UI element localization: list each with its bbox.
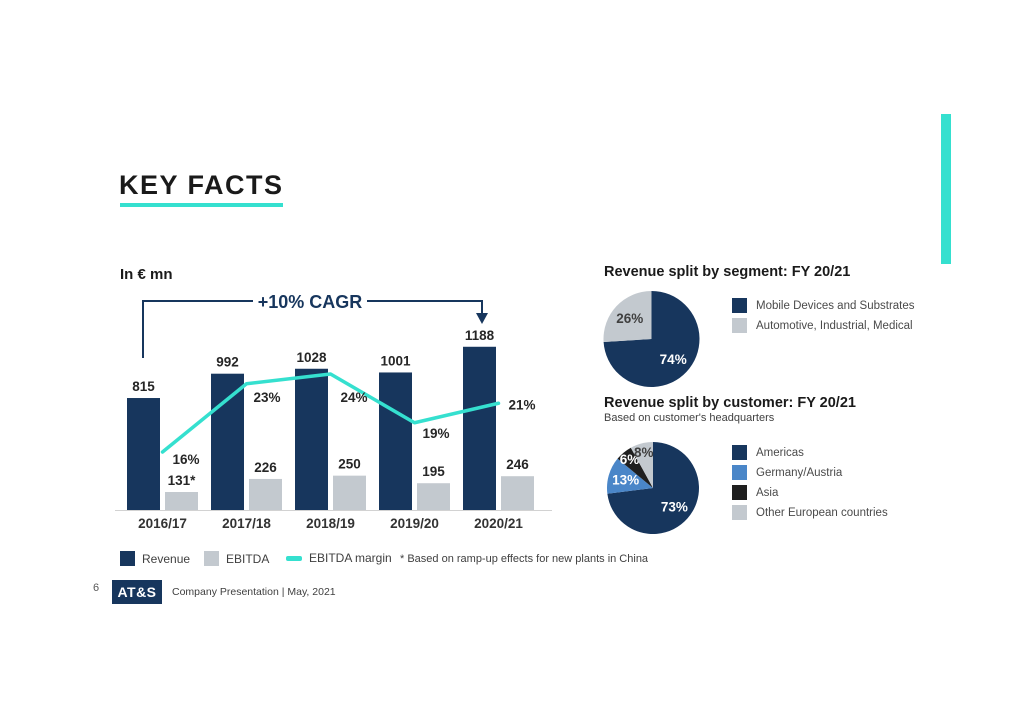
revenue-ebitda-chart: 815 131* 2016/17 992 226 2017/18 1028 250 2018/1…: [115, 290, 552, 531]
pie-slice-label: 73%: [661, 499, 688, 514]
revenue-value-label: 992: [216, 355, 239, 370]
pie2-legend-row: Other European countries: [732, 505, 888, 520]
category-label: 2019/20: [390, 516, 439, 531]
pie-slice-label: 74%: [660, 352, 687, 367]
pie2-legend-row: Americas: [732, 445, 888, 460]
pie2-legend-label: Germany/Austria: [756, 466, 843, 479]
margin-percent-label: 19%: [423, 426, 450, 441]
revenue-value-label: 815: [132, 379, 155, 394]
germany-austria-swatch-icon: [732, 465, 747, 480]
ats-logo: AT&S: [112, 580, 162, 604]
pie1-legend: Mobile Devices and Substrates Automotive…: [732, 298, 915, 338]
margin-percent-label: 21%: [509, 397, 536, 412]
cagr-arrowhead-icon: [476, 313, 488, 324]
title-underline: [120, 203, 283, 207]
pie2-legend-row: Asia: [732, 485, 888, 500]
revenue-bar: [379, 372, 412, 510]
legend-item-ebitda: EBITDA: [204, 551, 269, 566]
revenue-swatch-icon: [120, 551, 135, 566]
ebitda-value-label: 195: [422, 464, 445, 479]
pie-slice-label: 6%: [620, 452, 640, 467]
ebitda-value-label: 131*: [168, 473, 197, 488]
revenue-value-label: 1188: [465, 328, 495, 343]
pie2-title: Revenue split by customer: FY 20/21: [604, 395, 856, 411]
ebitda-margin-line-swatch-icon: [286, 555, 302, 561]
category-label: 2018/19: [306, 516, 355, 531]
revenue-split-segment-pie: 74% 26%: [603, 291, 700, 387]
ebitda-bar: [249, 478, 282, 510]
ebitda-value-label: 246: [506, 457, 529, 472]
mobile-devices-swatch-icon: [732, 298, 747, 313]
cagr-annotation: +10% CAGR: [258, 292, 363, 312]
revenue-split-customer-pie: 73% 13% 6%8%: [606, 442, 699, 534]
ebitda-value-label: 226: [254, 460, 277, 475]
pie-slice-label: 26%: [616, 311, 643, 326]
revenue-bar: [463, 346, 496, 510]
ebitda-swatch-icon: [204, 551, 219, 566]
ebitda-margin-line: [160, 372, 501, 454]
footer-text: Company Presentation | May, 2021: [172, 586, 336, 598]
margin-percent-label: 23%: [254, 390, 281, 405]
category-label: 2016/17: [138, 516, 187, 531]
cagr-label-bg: [253, 290, 367, 312]
pie-slice: [603, 291, 652, 343]
americas-swatch-icon: [732, 445, 747, 460]
accent-bar: [941, 114, 951, 264]
automotive-swatch-icon: [732, 318, 747, 333]
pie2-legend-label: Other European countries: [756, 506, 888, 519]
revenue-bar: [127, 398, 160, 510]
margin-percent-label: 24%: [341, 390, 368, 405]
pie-slice-label: 8%: [634, 445, 654, 460]
pie2-legend-label: Asia: [756, 486, 779, 499]
pie-slice: [617, 447, 653, 488]
pie-slice: [606, 458, 653, 494]
pie-slice-label: 13%: [612, 473, 639, 488]
ebitda-bar: [165, 492, 198, 510]
category-label: 2020/21: [474, 516, 523, 531]
other-european-swatch-icon: [732, 505, 747, 520]
pie-slice: [607, 442, 699, 534]
pie1-title: Revenue split by segment: FY 20/21: [604, 264, 851, 280]
legend-ebitda-label: EBITDA: [226, 551, 270, 566]
pie2-legend-row: Germany/Austria: [732, 465, 888, 480]
legend-revenue-label: Revenue: [142, 551, 191, 566]
revenue-bar: [211, 373, 244, 510]
asia-swatch-icon: [732, 485, 747, 500]
pie2-legend-label: Americas: [756, 446, 804, 459]
revenue-value-label: 1028: [296, 350, 327, 365]
pie1-legend-label: Automotive, Industrial, Medical: [756, 319, 913, 332]
legend-ebitda-margin-label: EBITDA margin: [309, 551, 392, 565]
legend-item-revenue: Revenue: [120, 551, 190, 566]
margin-percent-label: 16%: [173, 452, 200, 467]
pie2-subtitle: Based on customer's headquarters: [604, 412, 775, 424]
chart-footnote: * Based on ramp-up effects for new plant…: [400, 553, 649, 565]
revenue-value-label: 1001: [380, 353, 411, 368]
ebitda-bar: [501, 476, 534, 510]
ebitda-bar: [333, 475, 366, 510]
pie2-legend: Americas Germany/Austria Asia Other Euro…: [732, 445, 888, 525]
ebitda-value-label: 250: [338, 457, 361, 472]
pie-slice: [603, 291, 700, 387]
pie1-legend-row: Mobile Devices and Substrates: [732, 298, 915, 313]
pie1-legend-label: Mobile Devices and Substrates: [756, 299, 915, 312]
pie1-legend-row: Automotive, Industrial, Medical: [732, 318, 915, 333]
category-label: 2017/18: [222, 516, 271, 531]
page-title: KEY FACTS: [119, 170, 284, 200]
ebitda-bar: [417, 483, 450, 510]
legend-item-ebitda-margin: EBITDA margin: [286, 551, 392, 565]
bar-chart-unit-label: In € mn: [120, 266, 173, 283]
pie-slice: [630, 442, 653, 488]
page-number: 6: [93, 582, 100, 594]
revenue-bar: [295, 368, 328, 510]
